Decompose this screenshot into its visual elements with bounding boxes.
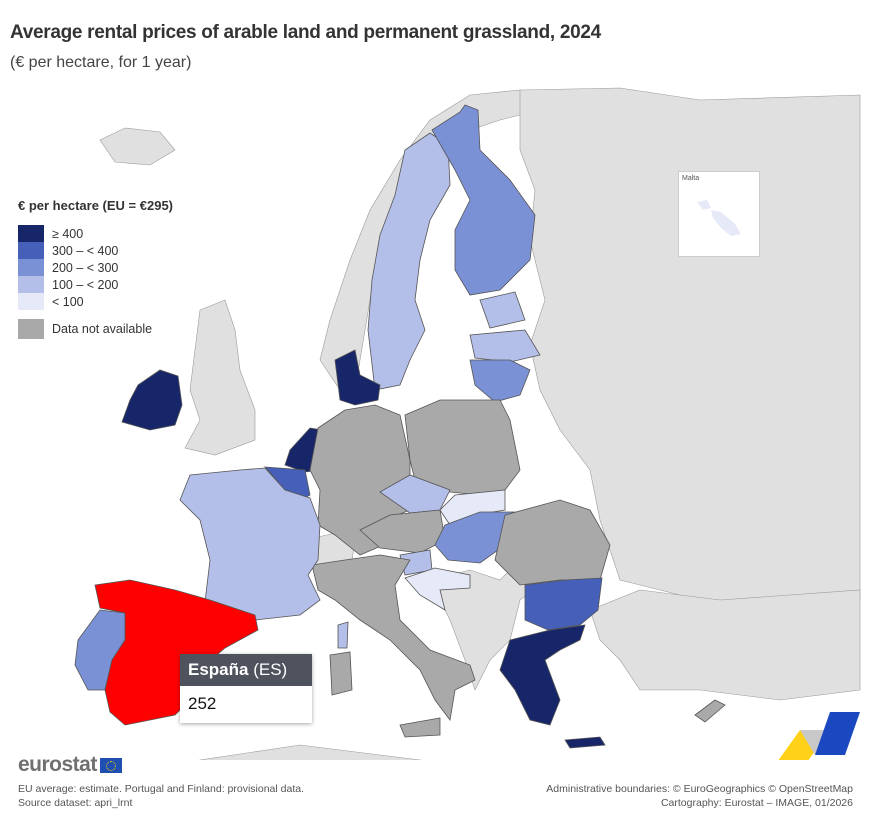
credit-cartography: Cartography: Eurostat – IMAGE, 01/2026 [660, 797, 853, 809]
country-fr[interactable] [179, 467, 321, 621]
malta-map [697, 200, 741, 236]
country-ro[interactable] [494, 499, 611, 586]
europe-map [74, 87, 861, 760]
tooltip-country-code: (ES) [253, 660, 288, 679]
country-hu[interactable] [434, 511, 516, 564]
country-se[interactable] [367, 132, 451, 391]
footnote-source: Source dataset: apri_lrnt [18, 797, 133, 809]
legend-label: < 100 [52, 294, 84, 309]
country-ee[interactable] [479, 291, 526, 329]
country-ie[interactable] [121, 369, 183, 431]
eu-flag-icon [99, 757, 122, 773]
legend-swatch [18, 276, 44, 293]
country-it[interactable] [311, 554, 476, 721]
malta-inset: Malta [678, 171, 760, 257]
ribbon-decoration [778, 712, 860, 760]
legend-label: 300 – < 400 [52, 243, 119, 258]
tooltip-country-name: España [188, 660, 249, 679]
legend-label: Data not available [52, 322, 153, 336]
legend-swatch [18, 293, 44, 310]
country-fr-corsica[interactable] [337, 621, 349, 649]
country-north-africa[interactable] [80, 744, 500, 760]
legend-item: ≥ 400 [18, 225, 173, 242]
country-el[interactable] [499, 624, 586, 726]
country-mt[interactable] [697, 200, 741, 236]
tooltip-header: España (ES) [180, 654, 312, 686]
eurostat-logo: eurostat [18, 753, 122, 777]
credit-boundaries: Administrative boundaries: © EuroGeograp… [546, 783, 853, 795]
legend-label: ≥ 400 [52, 226, 84, 241]
legend-item: 200 – < 300 [18, 259, 173, 276]
map-subtitle: (€ per hectare, for 1 year) [10, 54, 192, 71]
map-title: Average rental prices of arable land and… [10, 22, 601, 43]
country-bg[interactable] [524, 577, 603, 631]
country-el-crete[interactable] [564, 736, 606, 749]
country-lt[interactable] [469, 359, 531, 403]
footnote: EU average: estimate. Portugal and Finla… [18, 782, 304, 810]
legend-swatch [18, 319, 44, 339]
country-dk[interactable] [334, 349, 381, 406]
country-fi[interactable] [431, 104, 536, 296]
legend-label: 200 – < 300 [52, 260, 119, 275]
country-cz[interactable] [379, 474, 451, 514]
legend-item: < 100 [18, 293, 173, 310]
country-turkey[interactable] [589, 589, 861, 701]
country-lv[interactable] [469, 329, 541, 363]
credits: Administrative boundaries: © EuroGeograp… [546, 782, 853, 810]
tooltip-value: 252 [188, 694, 217, 713]
legend-label: 100 – < 200 [52, 277, 119, 292]
eurostat-wordmark: eurostat [18, 753, 97, 776]
legend-item: 300 – < 400 [18, 242, 173, 259]
country-iceland[interactable] [99, 127, 176, 166]
country-it-sardinia[interactable] [329, 651, 353, 696]
country-cy[interactable] [694, 699, 726, 723]
legend-swatch [18, 259, 44, 276]
country-it-sicily[interactable] [399, 717, 441, 738]
legend-swatch [18, 242, 44, 259]
country-uk[interactable] [184, 299, 256, 456]
malta-inset-label: Malta [682, 175, 700, 182]
legend-item: 100 – < 200 [18, 276, 173, 293]
footnote-note: EU average: estimate. Portugal and Finla… [18, 783, 304, 795]
legend-item-not-available: Data not available [18, 319, 173, 339]
legend-swatch [18, 225, 44, 242]
legend: € per hectare (EU = €295) ≥ 400 300 – < 4… [18, 198, 173, 339]
legend-title: € per hectare (EU = €295) [18, 198, 173, 213]
country-tooltip: España (ES) 252 [180, 654, 312, 723]
country-hr[interactable] [404, 567, 471, 611]
